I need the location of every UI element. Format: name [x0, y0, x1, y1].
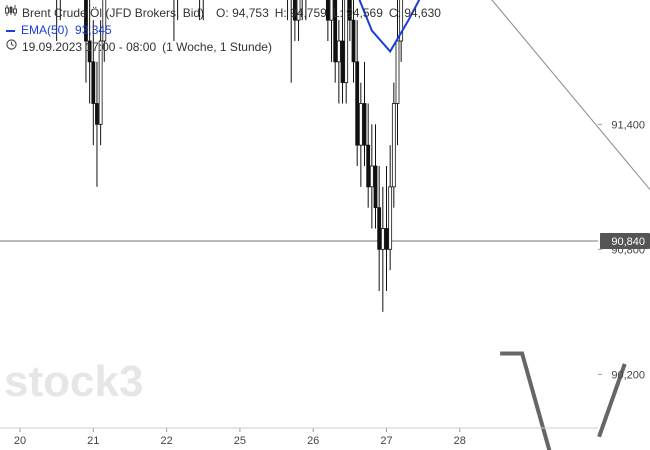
legend-instrument-row: Brent Crude Öl (JFD Brokers, Bid) O: 94,…: [4, 5, 441, 22]
clock-icon: [4, 39, 18, 56]
chart-legend: Brent Crude Öl (JFD Brokers, Bid) O: 94,…: [4, 5, 441, 56]
candle-body: [95, 103, 99, 125]
candle-body: [380, 228, 385, 250]
candle-body: [358, 103, 363, 146]
candle-body: [333, 0, 338, 63]
candle-body: [292, 0, 297, 21]
candlestick-icon: [4, 5, 18, 22]
candle-body: [355, 61, 360, 146]
close-label: C:: [388, 6, 401, 20]
x-tick-label: 26: [307, 435, 319, 447]
watermark-logo: stock3: [4, 357, 143, 406]
y-tick-label: 90,200: [611, 369, 645, 381]
low-value: 94,569: [346, 6, 383, 20]
candle-body: [87, 40, 92, 63]
candle-body: [296, 0, 301, 21]
open-label: O:: [216, 6, 229, 20]
candle-body: [91, 61, 96, 104]
candle-body: [391, 103, 396, 188]
high-label: H:: [274, 6, 287, 20]
x-tick-label: 22: [160, 435, 172, 447]
level-label-90,840: 90,840: [611, 236, 645, 248]
legend-time-row: 19.09.2023 17:00 - 08:00 (1 Woche, 1 Stu…: [4, 39, 441, 56]
candle-body: [347, 0, 352, 21]
candle-body: [340, 40, 345, 84]
legend-ema-row: EMA(50) 93,345: [4, 22, 441, 39]
x-tick-label: 21: [87, 435, 99, 447]
x-tick-label: 20: [14, 435, 26, 447]
time-range: 19.09.2023 17:00 - 08:00: [22, 40, 157, 54]
candle-body: [351, 19, 356, 63]
x-tick-label: 28: [454, 435, 466, 447]
candle-body: [377, 207, 382, 250]
ema-swatch-icon: [6, 29, 15, 32]
candle-body: [344, 0, 349, 84]
y-tick-label: 91,400: [611, 119, 645, 131]
time-interval: (1 Woche, 1 Stunde): [162, 40, 272, 54]
candle-body: [102, 0, 107, 42]
forecast-path-3: [500, 351, 552, 450]
trend-line-2: [491, 0, 650, 191]
candle-body: [362, 103, 367, 146]
candle-body: [336, 40, 341, 63]
low-label: L:: [332, 6, 343, 20]
candle-body: [84, 0, 88, 42]
candle-body: [388, 186, 393, 250]
x-tick-label: 25: [234, 435, 246, 447]
y-tick-label: 90,800: [611, 244, 645, 256]
candle-body: [325, 0, 330, 21]
forecast-path-4: [597, 363, 627, 438]
ema-value: 93,345: [75, 23, 112, 37]
x-tick-label: 27: [380, 435, 392, 447]
close-value: 94,630: [404, 6, 441, 20]
high-value: 94,759: [290, 6, 327, 20]
ema-name: EMA(50): [21, 23, 69, 37]
open-value: 94,753: [232, 6, 269, 20]
candle-body: [399, 0, 404, 42]
level-label-90,840-bg: [600, 233, 650, 249]
candle-body: [384, 228, 389, 250]
candle-body: [395, 40, 400, 104]
candle-body: [366, 144, 371, 188]
candle-body: [369, 165, 374, 188]
candle-body: [373, 165, 378, 209]
candle-body: [329, 0, 334, 21]
instrument-name: Brent Crude Öl (JFD Brokers, Bid): [22, 6, 205, 20]
candle-body: [98, 40, 103, 125]
